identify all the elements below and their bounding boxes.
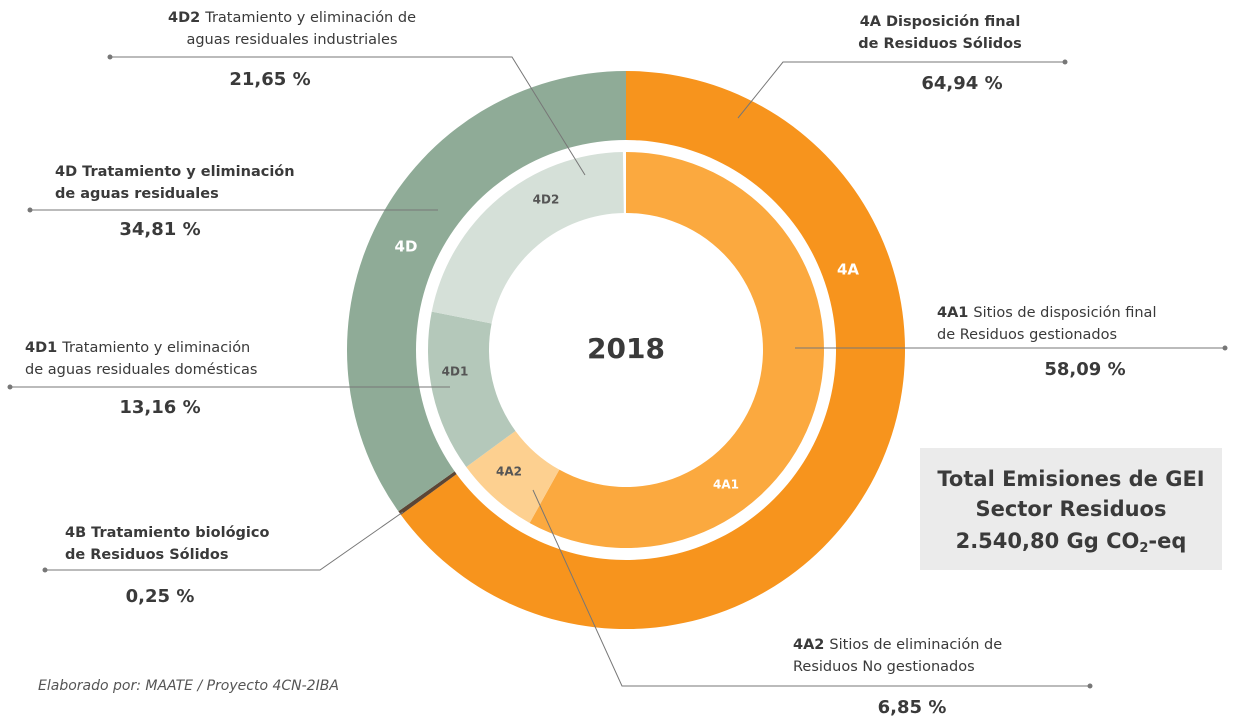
total-value: 2.540,80 Gg CO2-eq [956, 529, 1187, 556]
leader-dot [1062, 59, 1068, 65]
value-label: 64,94 % [921, 73, 1002, 94]
callout-code: 4A [860, 14, 882, 30]
total-subscript: 2 [1139, 541, 1148, 556]
donut-segment [529, 152, 824, 549]
callout-line: 4A2 Sitios de eliminación de [793, 637, 1002, 653]
callout-line: de Residuos Sólidos [858, 36, 1022, 52]
total-line: Total Emisiones de GEI [937, 467, 1204, 491]
segment-label: 4A2 [496, 465, 522, 479]
callout-line: de Residuos gestionados [937, 327, 1117, 343]
callout-line: de aguas residuales [55, 186, 219, 202]
leader-line [110, 56, 586, 176]
callout-line: de Residuos Sólidos [65, 547, 229, 563]
value-label: 0,25 % [126, 586, 195, 607]
callout-name: Tratamiento y eliminación [61, 340, 250, 356]
center-label: 2018 [587, 332, 665, 365]
total-suffix: -eq [1148, 529, 1186, 553]
total-number: 2.540,80 Gg CO [956, 529, 1140, 553]
callout-line: aguas residuales industriales [186, 32, 397, 48]
source-note: Elaborado por: MAATE / Proyecto 4CN-2IBA [38, 678, 339, 694]
value-label: 13,16 % [119, 397, 200, 418]
value-label: 34,81 % [119, 219, 200, 240]
callout-line: 4D Tratamiento y eliminación [55, 164, 295, 180]
callout-code: 4B [65, 525, 86, 541]
callout-code: 4D2 [168, 10, 200, 26]
callout-line: 4B Tratamiento biológico [65, 525, 269, 541]
callout-line: Residuos No gestionados [793, 659, 975, 675]
donut-segment [466, 430, 560, 523]
callout-code: 4D1 [25, 340, 57, 356]
segment-label: 4D1 [442, 365, 469, 379]
callout-code: 4D [55, 164, 77, 180]
leader-dot [1222, 345, 1228, 351]
leader-dot [27, 207, 33, 213]
callout-name: Sitios de eliminación de [829, 637, 1002, 653]
callout-name: Tratamiento y eliminación de [204, 10, 416, 26]
callout-line: de aguas residuales domésticas [25, 362, 257, 378]
callout-code: 4A2 [793, 637, 824, 653]
callout-code: 4A1 [937, 305, 968, 321]
callout-name: Disposición final [886, 14, 1020, 30]
callout-name: Tratamiento y eliminación [82, 164, 294, 180]
donut-segment [398, 471, 457, 515]
leader-dot [7, 384, 13, 390]
callout-line: 4A Disposición final [860, 14, 1021, 30]
donut-segment [347, 71, 626, 512]
segment-label: 4D2 [533, 193, 560, 207]
callout-name: Sitios de disposición final [973, 305, 1156, 321]
donut-segment [431, 152, 624, 324]
donut-segment [427, 311, 516, 467]
leader-dot [42, 567, 48, 573]
callout-line: 4A1 Sitios de disposición final [937, 305, 1156, 321]
callout-line: 4D1 Tratamiento y eliminación [25, 340, 250, 356]
segment-label: 4D [395, 238, 418, 256]
segment-label: 4A [837, 261, 859, 279]
value-label: 21,65 % [229, 69, 310, 90]
leader-dot [107, 54, 113, 60]
total-box [920, 448, 1222, 570]
callout-name: Tratamiento biológico [91, 525, 269, 541]
callout-line: 4D2 Tratamiento y eliminación de [168, 10, 416, 26]
total-line: Sector Residuos [976, 497, 1167, 521]
value-label: 6,85 % [878, 697, 947, 718]
leader-line [532, 489, 1090, 687]
value-label: 58,09 % [1044, 359, 1125, 380]
leader-dot [1087, 683, 1093, 689]
segment-label: 4A1 [713, 478, 739, 492]
leader-line [45, 511, 404, 571]
leader-line [737, 61, 1065, 119]
